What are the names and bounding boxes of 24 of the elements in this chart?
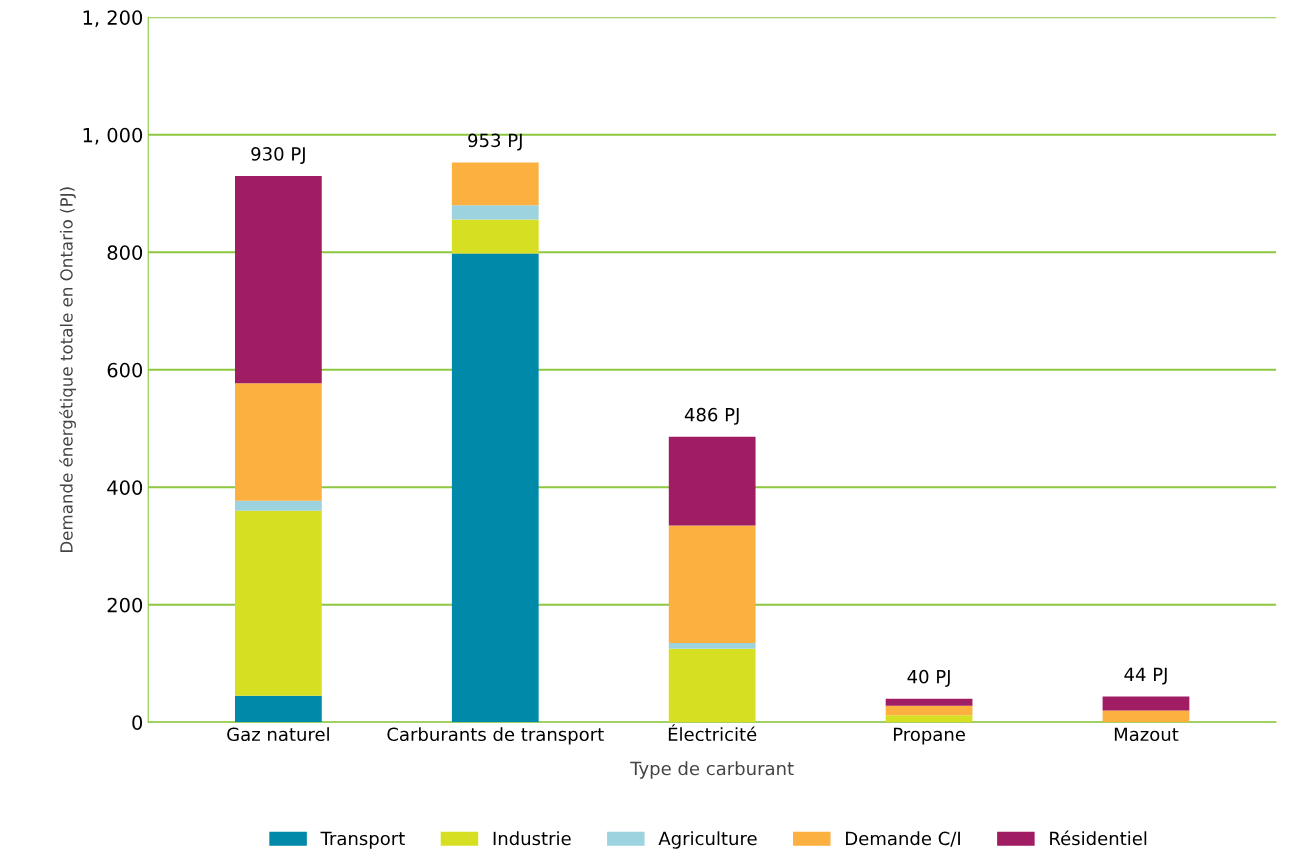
y-tick-label: 0 [132, 715, 143, 730]
y-tick-label: 800 [107, 245, 143, 260]
x-axis-title: Type de carburant [630, 761, 794, 779]
y-tick-label: 1, 200 [83, 10, 143, 27]
x-tick-label: Propane [893, 727, 965, 745]
y-tick-label: 400 [107, 480, 143, 495]
y-axis-title: Demande énergétique totale en Ontario (PJ) [59, 187, 76, 553]
x-tick-label: Mazout [1114, 727, 1179, 742]
x-tick-label: Gaz naturel [227, 727, 329, 742]
total-label: 953 PJ [468, 133, 522, 151]
total-label: 486 PJ [684, 407, 739, 425]
x-tick-label: Électricité [668, 724, 757, 742]
legend-label: Transport [320, 831, 405, 849]
total-label: 930 PJ [251, 147, 305, 165]
legend-label: Demande C/I [846, 831, 960, 847]
legend-label: Résidentiel [1050, 830, 1147, 846]
legend-label: Agriculture [658, 831, 757, 849]
total-label: 44 PJ [1124, 667, 1167, 685]
legend-label: Industrie [493, 831, 571, 846]
y-tick-label: 600 [107, 362, 143, 378]
y-tick-label: 200 [107, 597, 143, 613]
y-tick-label: 1, 000 [83, 127, 143, 145]
x-tick-label: Carburants de transport [387, 727, 604, 745]
total-label: 40 PJ [907, 669, 950, 687]
